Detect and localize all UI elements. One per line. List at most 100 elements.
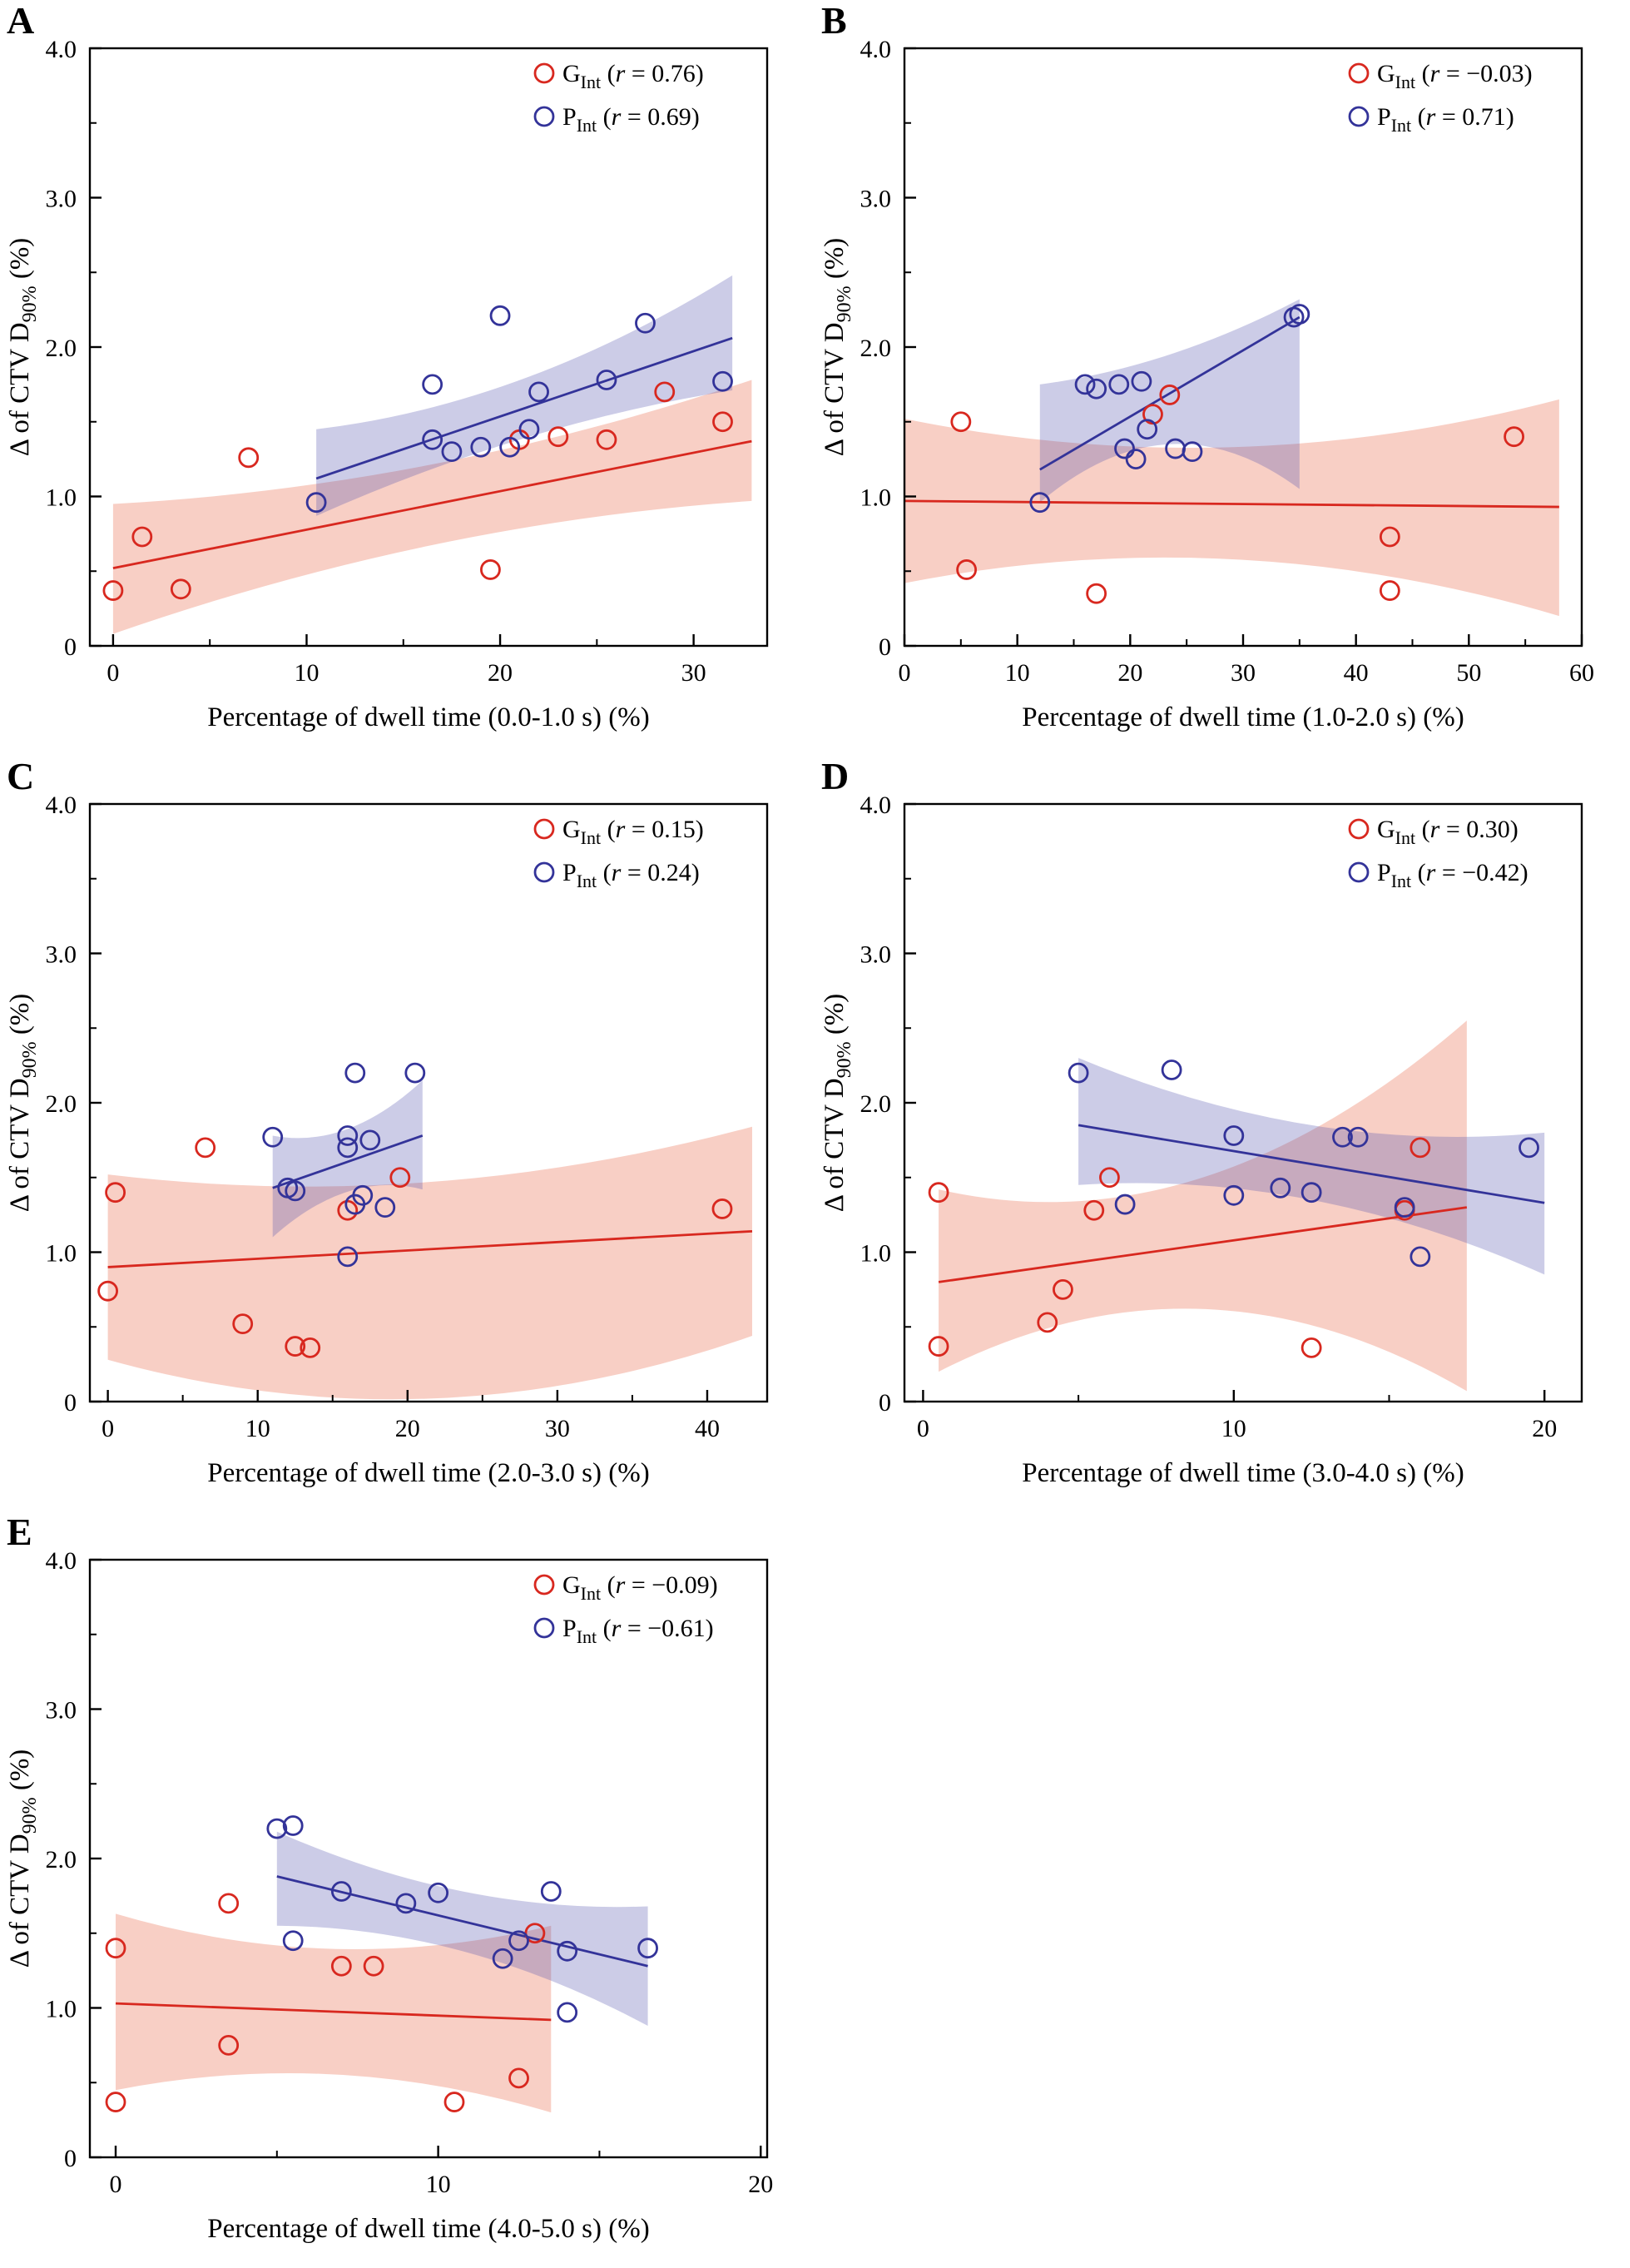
data-point-marker <box>285 1336 306 1357</box>
data-point-marker <box>330 1955 352 1977</box>
x-axis-label: Percentage of dwell time (3.0-4.0 s) (%) <box>1022 1458 1464 1488</box>
y-tick-label: 1.0 <box>46 1996 77 2023</box>
data-point-marker <box>928 1182 949 1203</box>
data-point-marker <box>232 1313 254 1335</box>
x-tick-label: 0 <box>110 2171 122 2198</box>
y-tick-label: 0 <box>879 633 891 661</box>
x-tick-label: 40 <box>1344 659 1369 687</box>
data-point-marker <box>1161 1060 1182 1080</box>
data-point-marker <box>282 1815 304 1836</box>
data-point-marker <box>131 526 153 548</box>
red-legend-marker-icon <box>1348 62 1370 84</box>
data-point-marker <box>441 441 463 463</box>
empty-cell <box>815 1511 1630 2268</box>
data-point-marker <box>540 1881 562 1902</box>
data-point-marker <box>285 1180 306 1202</box>
data-point-marker <box>489 305 511 326</box>
data-point-marker <box>1379 526 1400 548</box>
data-point-marker <box>508 2067 529 2089</box>
x-tick-label: 10 <box>294 659 319 687</box>
x-tick-label: 10 <box>1221 1415 1246 1442</box>
y-tick-label: 0 <box>64 1389 77 1417</box>
panel-E-letter: E <box>7 1511 32 1553</box>
blue-data-points <box>262 1062 426 1268</box>
data-point-marker <box>359 1129 381 1151</box>
y-tick-label: 1.0 <box>860 484 892 512</box>
data-point-marker <box>422 429 443 450</box>
blue-legend-marker-icon <box>1348 106 1370 127</box>
data-point-marker <box>195 1137 216 1159</box>
data-point-marker <box>337 1246 359 1268</box>
blue-trend-line <box>315 336 733 480</box>
x-tick-label: 20 <box>1117 659 1142 687</box>
x-tick-label: 0 <box>917 1415 929 1442</box>
red-trend-line <box>115 2002 552 2022</box>
red-data-points <box>950 385 1524 604</box>
blue-legend-marker-icon <box>533 861 555 883</box>
data-point-marker <box>337 1125 359 1146</box>
blue-legend-label: PInt (r = 0.69) <box>562 103 700 136</box>
data-point-marker <box>1394 1197 1415 1218</box>
red-confidence-band <box>116 1913 552 2113</box>
confidence-bands <box>904 299 1559 617</box>
data-point-marker <box>170 578 191 600</box>
x-tick-label: 0 <box>107 659 119 687</box>
panel-D: D 0 10 20 0 1.0 2.0 3.0 4.0 Percentage of dwell … <box>815 756 1630 1511</box>
data-point-marker <box>712 370 733 392</box>
legend: GInt (r = 0.30) PInt (r = −0.42) <box>1348 816 1528 891</box>
data-point-marker <box>102 580 124 601</box>
blue-legend-label: PInt (r = −0.42) <box>1377 859 1528 891</box>
x-tick-label: 60 <box>1569 659 1594 687</box>
x-tick-label: 50 <box>1456 659 1481 687</box>
data-point-marker <box>557 1940 578 1962</box>
data-point-marker <box>711 1199 733 1219</box>
data-point-marker <box>262 1126 284 1148</box>
x-tick-label: 10 <box>1005 659 1030 687</box>
x-axis: 0 10 20 <box>110 2146 773 2198</box>
red-legend-label: GInt (r = −0.09) <box>562 1571 718 1604</box>
panel-E: E 0 10 20 0 1.0 2.0 3.0 4.0 Percentage of dwell … <box>0 1511 815 2268</box>
y-axis: 0 1.0 2.0 3.0 4.0 <box>860 36 916 661</box>
x-axis-label: Percentage of dwell time (1.0-2.0 s) (%) <box>1022 702 1464 732</box>
blue-trend-line <box>272 1134 424 1189</box>
red-trend-line <box>112 439 752 570</box>
x-axis-label: Percentage of dwell time (2.0-3.0 s) (%) <box>207 1458 649 1488</box>
data-point-marker <box>635 312 656 334</box>
y-tick-label: 1.0 <box>46 484 77 512</box>
x-tick-label: 20 <box>1532 1415 1557 1442</box>
data-point-marker <box>1086 583 1107 604</box>
blue-legend-label: PInt (r = −0.61) <box>562 1615 714 1647</box>
data-point-marker <box>1068 1062 1089 1084</box>
data-point-marker <box>508 1930 529 1952</box>
x-tick-label: 20 <box>748 2171 773 2198</box>
data-point-marker <box>344 1062 366 1084</box>
y-axis-label: Δ of CTV D90% (%) <box>5 994 41 1213</box>
y-tick-label: 2.0 <box>860 1090 892 1118</box>
confidence-bands <box>939 1020 1545 1392</box>
x-tick-label: 30 <box>1231 659 1256 687</box>
red-legend-marker-icon <box>1348 818 1370 840</box>
legend: GInt (r = 0.15) PInt (r = 0.24) <box>533 816 704 891</box>
blue-data-points <box>1029 304 1310 514</box>
data-point-marker <box>557 2002 578 2023</box>
y-tick-label: 4.0 <box>46 792 77 819</box>
red-legend-marker-icon <box>533 818 555 840</box>
y-tick-label: 0 <box>879 1389 891 1417</box>
y-tick-label: 1.0 <box>860 1240 892 1268</box>
panel-C-chart: 0 10 20 30 40 0 1.0 2.0 3.0 4.0 Percentage of dwel… <box>5 792 769 1488</box>
data-point-marker <box>395 1893 417 1914</box>
y-tick-label: 2.0 <box>46 1090 77 1118</box>
data-point-marker <box>1504 426 1524 448</box>
x-tick-label: 0 <box>899 659 911 687</box>
data-point-marker <box>218 1893 240 1914</box>
blue-confidence-band <box>272 1080 423 1238</box>
red-confidence-band <box>107 1126 752 1400</box>
red-legend-marker-icon <box>533 62 555 84</box>
panel-C-letter: C <box>7 755 35 797</box>
data-point-marker <box>443 2092 465 2112</box>
panel-B-letter: B <box>821 0 847 42</box>
data-point-marker <box>330 1881 352 1902</box>
red-data-points <box>102 381 733 601</box>
x-tick-label: 30 <box>681 659 706 687</box>
